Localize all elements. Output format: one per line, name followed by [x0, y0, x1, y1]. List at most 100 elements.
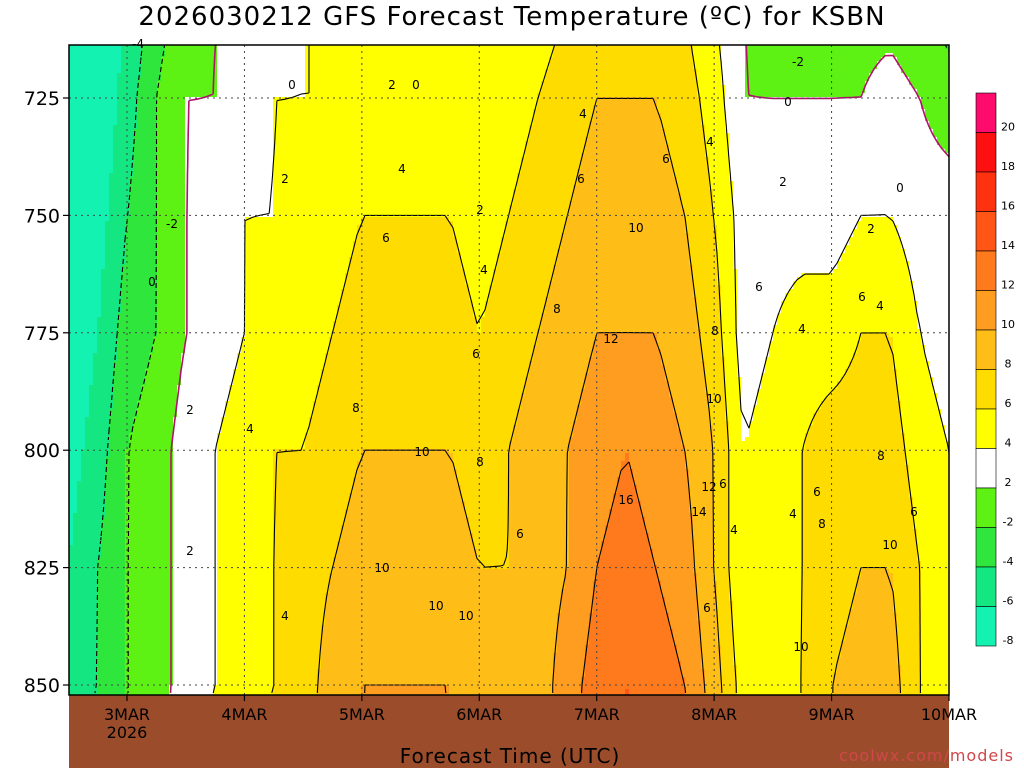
temperature-cell	[105, 613, 109, 617]
temperature-cell	[93, 345, 97, 349]
temperature-cell	[121, 617, 125, 621]
temperature-cell	[165, 365, 169, 369]
temperature-cell	[121, 125, 125, 129]
temperature-cell	[157, 253, 161, 257]
temperature-cell	[69, 77, 73, 81]
temperature-cell	[145, 517, 149, 521]
temperature-cell	[165, 409, 169, 413]
temperature-cell	[105, 469, 109, 473]
temperature-cell	[121, 361, 125, 365]
temperature-cell	[137, 61, 141, 65]
temperature-cell	[89, 241, 93, 245]
temperature-cell	[93, 417, 97, 421]
temperature-cell	[93, 265, 97, 269]
temperature-cell	[129, 617, 133, 621]
temperature-cell	[189, 377, 193, 381]
temperature-cell	[73, 273, 77, 277]
temperature-cell	[97, 693, 101, 695]
temperature-cell	[117, 97, 121, 101]
temperature-cell	[73, 517, 77, 521]
temperature-cell	[129, 385, 133, 389]
temperature-cell	[113, 641, 117, 645]
temperature-cell	[145, 233, 149, 237]
temperature-cell	[149, 649, 153, 653]
temperature-cell	[101, 321, 105, 325]
temperature-cell	[105, 265, 109, 269]
temperature-cell	[137, 513, 141, 517]
temperature-cell	[117, 405, 121, 409]
temperature-cell	[177, 633, 181, 637]
temperature-cell	[129, 605, 133, 609]
temperature-cell	[185, 557, 189, 561]
temperature-cell	[137, 237, 141, 241]
temperature-cell	[85, 621, 89, 625]
temperature-cell	[117, 61, 121, 65]
temperature-cell	[73, 257, 77, 261]
temperature-cell	[129, 517, 133, 521]
temperature-cell	[161, 653, 165, 657]
temperature-cell	[165, 193, 169, 197]
temperature-cell	[165, 205, 169, 209]
temperature-cell	[77, 153, 81, 157]
temperature-cell	[157, 141, 161, 145]
temperature-cell	[161, 673, 165, 677]
temperature-cell	[85, 665, 89, 669]
temperature-cell	[173, 177, 177, 181]
temperature-cell	[69, 337, 73, 341]
temperature-cell	[165, 113, 169, 117]
temperature-cell	[117, 441, 121, 445]
temperature-cell	[77, 113, 81, 117]
temperature-cell	[137, 341, 141, 345]
temperature-cell	[165, 573, 169, 577]
temperature-cell	[121, 137, 125, 141]
temperature-cell	[189, 165, 193, 169]
temperature-cell	[173, 317, 177, 321]
temperature-cell	[97, 401, 101, 405]
temperature-cell	[177, 589, 181, 593]
temperature-cell	[125, 569, 129, 573]
temperature-cell	[185, 357, 189, 361]
temperature-cell	[109, 177, 113, 181]
temperature-cell	[129, 225, 133, 229]
temperature-cell	[117, 401, 121, 405]
temperature-cell	[133, 153, 137, 157]
temperature-cell	[105, 317, 109, 321]
temperature-cell	[117, 537, 121, 541]
temperature-cell	[145, 485, 149, 489]
temperature-cell	[105, 221, 109, 225]
temperature-cell	[133, 425, 137, 429]
temperature-cell	[145, 197, 149, 201]
temperature-cell	[105, 573, 109, 577]
temperature-cell	[153, 553, 157, 557]
temperature-cell	[121, 349, 125, 353]
temperature-cell	[185, 405, 189, 409]
temperature-cell	[105, 381, 109, 385]
temperature-cell	[165, 121, 169, 125]
temperature-cell	[109, 469, 113, 473]
temperature-cell	[121, 385, 125, 389]
temperature-cell	[137, 81, 141, 85]
temperature-cell	[189, 265, 193, 269]
temperature-cell	[85, 261, 89, 265]
temperature-cell	[173, 213, 177, 217]
temperature-cell	[165, 137, 169, 141]
temperature-cell	[181, 289, 185, 293]
temperature-cell	[101, 353, 105, 357]
temperature-cell	[137, 585, 141, 589]
temperature-cell	[105, 65, 109, 69]
temperature-cell	[169, 337, 173, 341]
temperature-cell	[141, 401, 145, 405]
temperature-cell	[101, 657, 105, 661]
temperature-cell	[117, 101, 121, 105]
temperature-cell	[69, 81, 73, 85]
temperature-cell	[173, 189, 177, 193]
temperature-cell	[89, 265, 93, 269]
temperature-cell	[133, 249, 137, 253]
temperature-cell	[101, 269, 105, 273]
temperature-cell	[153, 237, 157, 241]
temperature-cell	[73, 473, 77, 477]
temperature-cell	[93, 301, 97, 305]
temperature-cell	[105, 217, 109, 221]
temperature-cell	[153, 245, 157, 249]
temperature-cell	[185, 341, 189, 345]
